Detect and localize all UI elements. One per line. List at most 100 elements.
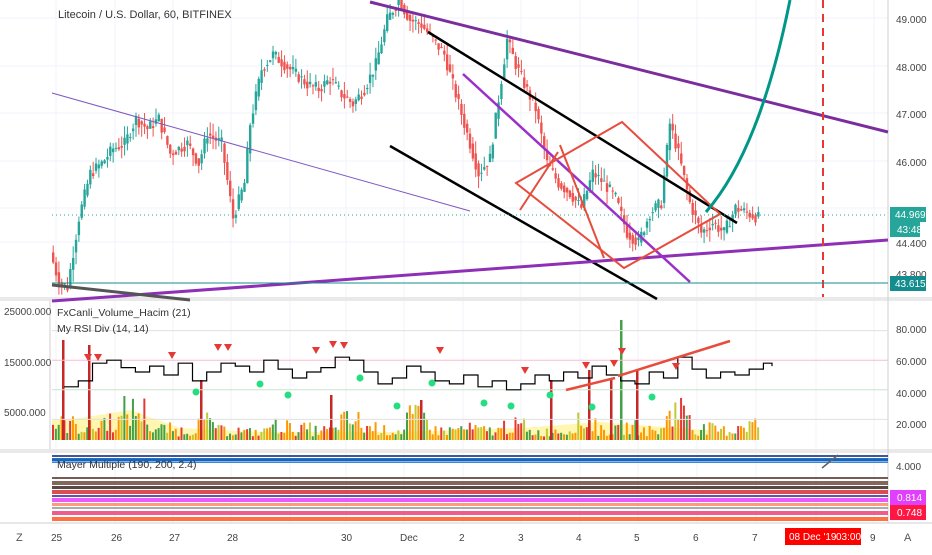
- zoom-button[interactable]: Z: [16, 532, 23, 544]
- candle-body: [574, 196, 577, 201]
- volume-bar: [411, 414, 414, 440]
- volume-bar: [80, 431, 83, 440]
- volume-bar: [708, 422, 711, 440]
- red-diamond-inner[interactable]: [519, 151, 559, 211]
- volume-bar: [323, 426, 326, 440]
- volume-bar: [428, 429, 431, 440]
- volume-bar: [682, 405, 685, 440]
- rsi-bottom-marker: [507, 402, 515, 410]
- drawing-tools[interactable]: [51, 0, 889, 303]
- candle-body: [557, 178, 560, 188]
- volume-bar: [617, 424, 620, 440]
- candle-body: [734, 204, 737, 215]
- thin-purple-line[interactable]: [51, 92, 471, 212]
- candle-body: [625, 223, 629, 238]
- candle-body: [580, 204, 583, 208]
- time-tick: 2: [459, 533, 465, 544]
- panel-separator-2[interactable]: [0, 449, 932, 453]
- symbol-title[interactable]: Litecoin / U.S. Dollar, 60, BITFINEX: [58, 9, 232, 21]
- volume-bar: [751, 422, 754, 440]
- volume-bar: [734, 433, 737, 440]
- candle-body: [483, 167, 486, 170]
- gray-trend-line[interactable]: [51, 283, 191, 302]
- volume-bar: [326, 429, 329, 440]
- volume-bar: [391, 432, 394, 440]
- candle-body: [740, 209, 743, 211]
- candle-body: [605, 183, 609, 192]
- volume-bar: [237, 427, 240, 440]
- candle-body: [728, 226, 731, 228]
- candle-body: [103, 160, 106, 164]
- candle-body: [286, 64, 289, 69]
- candle-body: [266, 64, 269, 66]
- candle-body: [191, 148, 195, 156]
- candle-body: [563, 185, 566, 193]
- candle-body: [77, 221, 81, 236]
- volume-bar: [129, 425, 132, 440]
- rsi-tick: 20.000: [896, 420, 927, 431]
- volume-bar: [523, 418, 526, 440]
- volume-bar: [425, 418, 428, 440]
- time-axis[interactable]: 2526272830Dec23456789: [51, 533, 876, 544]
- volume-bar: [69, 420, 72, 440]
- candle-body: [480, 172, 483, 174]
- volume-bar: [291, 431, 294, 440]
- volume-bar: [463, 429, 466, 440]
- channel-upper-line[interactable]: [427, 30, 738, 225]
- red-diamond-cross[interactable]: [559, 144, 605, 259]
- volume-bar: [494, 432, 497, 440]
- candle-body: [383, 29, 386, 43]
- last-price-value: 44.969: [895, 210, 926, 221]
- volume-bar: [563, 434, 566, 440]
- candle-body: [117, 147, 121, 150]
- volume-bar: [343, 411, 346, 440]
- candle-body: [642, 232, 646, 236]
- candle-body: [177, 146, 181, 151]
- volume-bar: [151, 432, 154, 440]
- candle-body: [465, 123, 469, 133]
- rsi-top-marker: [582, 362, 590, 369]
- mayer-indicator-label[interactable]: Mayer Multiple (190, 200, 2.4): [57, 459, 196, 471]
- volume-indicator-label[interactable]: FxCanli_Volume_Hacim (21): [57, 307, 191, 319]
- rsi-indicator-label[interactable]: My RSI Div (14, 14): [57, 323, 149, 335]
- price-tick: 47.000: [896, 110, 927, 121]
- candle-body: [348, 99, 352, 102]
- volume-bars: [52, 320, 760, 440]
- volume-bar: [414, 404, 417, 440]
- candle-body: [63, 283, 66, 285]
- inner-purple-line[interactable]: [462, 73, 691, 283]
- rsi-divergence-line-1[interactable]: [565, 376, 616, 392]
- volume-bar: [52, 424, 54, 440]
- auto-scale-button[interactable]: A: [904, 532, 912, 544]
- volume-tick: 15000.000: [4, 358, 52, 369]
- volume-bar: [57, 424, 60, 440]
- volume-bar: [668, 410, 671, 440]
- volume-bar: [283, 432, 286, 440]
- long-downtrend-line[interactable]: [369, 0, 889, 134]
- panel-separator-1[interactable]: [0, 297, 932, 301]
- candle-body: [445, 54, 449, 71]
- candle-body: [705, 230, 709, 232]
- volume-bar: [223, 426, 226, 440]
- volume-bar: [377, 435, 380, 440]
- candle-body: [129, 137, 132, 139]
- candle-body: [708, 227, 712, 231]
- candle-body: [551, 168, 554, 170]
- candle-body: [303, 79, 306, 85]
- projection-curve[interactable]: [704, 0, 792, 213]
- channel-lower-line[interactable]: [389, 144, 658, 301]
- red-diamond-left[interactable]: [514, 120, 722, 270]
- volume-bar: [628, 434, 631, 440]
- rsi-divergence-line-2[interactable]: [617, 339, 731, 378]
- candle-body: [420, 23, 423, 28]
- volume-bar: [431, 434, 434, 440]
- candle-body: [154, 119, 158, 124]
- volume-bar: [648, 425, 651, 440]
- candle-body: [346, 96, 349, 98]
- candle-body: [220, 137, 223, 142]
- long-uptrend-line[interactable]: [51, 238, 889, 303]
- rsi-bottom-marker: [284, 391, 292, 399]
- candle-body: [180, 148, 183, 152]
